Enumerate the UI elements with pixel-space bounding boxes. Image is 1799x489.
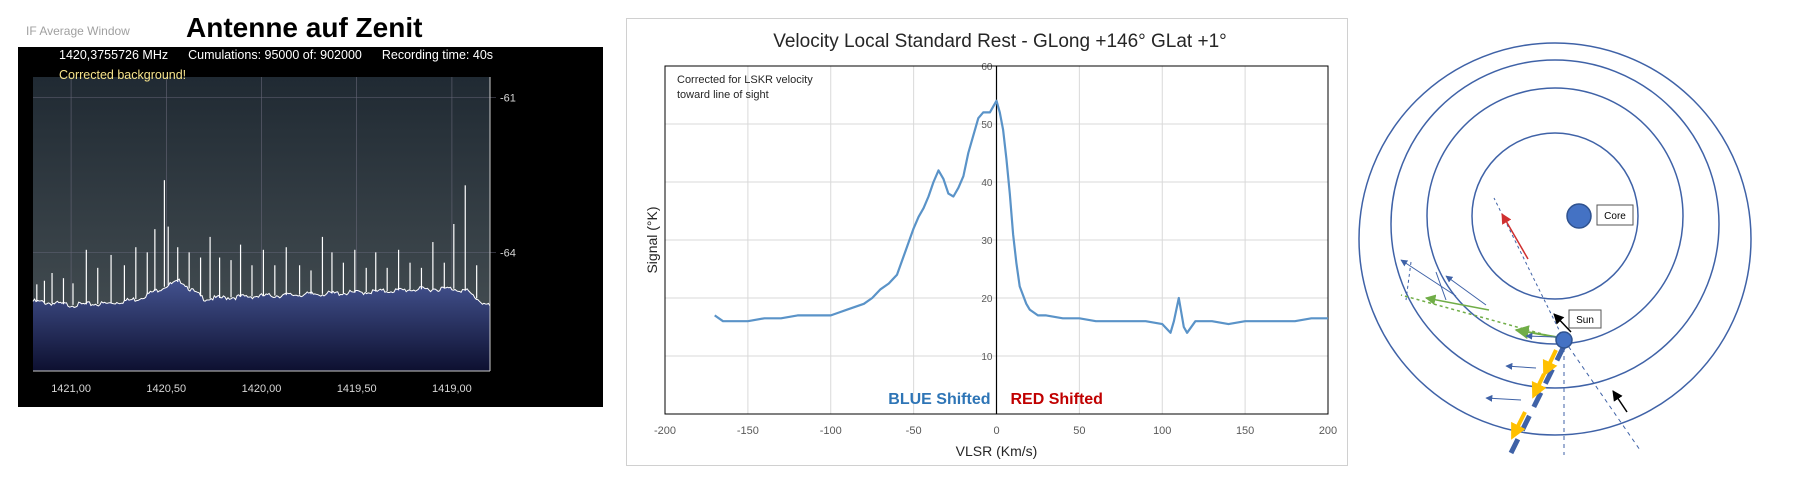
line-of-sight-thick [1508, 344, 1567, 455]
sdr-x-tick-label: 1419,50 [337, 383, 377, 395]
orbit-arrow-1b [1405, 261, 1412, 301]
green-arrow-near [1514, 325, 1557, 340]
frequency-readout: 1420,3755726 MHz [59, 48, 169, 62]
cumulations-readout: Cumulations: 95000 of: 902000 [188, 48, 362, 62]
sdr-x-tick-label: 1421,00 [51, 383, 91, 395]
x-tick-label: 100 [1153, 425, 1171, 437]
orbit-arrow-4 [1505, 362, 1537, 370]
orbit-arrow-1 [1400, 259, 1457, 297]
galaxy-diagram-panel: Core Sun [1356, 0, 1799, 489]
x-axis-label: VLSR (Km/s) [956, 443, 1038, 459]
y-tick-label: 30 [981, 236, 993, 247]
blue-shifted-label: BLUE Shifted [888, 391, 990, 408]
x-tick-label: 50 [1073, 425, 1085, 437]
main-title: Antenne auf Zenit [186, 12, 423, 43]
x-tick-label: 0 [993, 425, 999, 437]
core-label-box [1596, 204, 1634, 226]
sdr-x-tick-label: 1420,50 [146, 383, 186, 395]
orange-arrow-3 [1511, 411, 1527, 440]
sun-motion-arrow [1553, 313, 1572, 333]
sun-label-box [1568, 309, 1602, 329]
orbit-arrow-3 [1525, 332, 1557, 340]
x-tick-label: -200 [654, 425, 676, 437]
chart-annotation: toward line of sight [677, 89, 769, 101]
galaxy-diagram: Core Sun [1358, 42, 1752, 455]
orbit-arrow-2 [1445, 275, 1487, 306]
y-axis-label: Signal (°K) [644, 206, 660, 273]
x-tick-label: 150 [1236, 425, 1254, 437]
sun-marker [1555, 331, 1573, 349]
green-arrow-far [1424, 294, 1490, 311]
chart-title: Velocity Local Standard Rest - GLong +14… [773, 31, 1227, 52]
x-tick-label: -100 [820, 425, 842, 437]
y-tick-label: 10 [981, 352, 993, 363]
y-tick-label: 40 [981, 178, 993, 189]
red-shifted-label: RED Shifted [1011, 391, 1103, 408]
sdr-y-tick-label: -61 [500, 93, 516, 105]
sdr-x-tick-label: 1420,00 [242, 383, 282, 395]
x-tick-label: -50 [906, 425, 922, 437]
sdr-y-tick-label: -64 [500, 247, 516, 259]
if-average-window: 1421,00 1420,50 1420,00 1419,50 1419,00 -61 -6… [18, 47, 603, 407]
orbit-ring-3 [1390, 59, 1720, 389]
recording-time-readout: Recording time: 40s [381, 48, 494, 62]
orange-arrow-1 [1542, 349, 1558, 377]
galactic-core [1566, 203, 1592, 229]
y-tick-label: 50 [981, 120, 993, 131]
red-velocity-arrow [1501, 213, 1529, 260]
sdr-area-fill [33, 279, 490, 371]
orbit-arrow-2b [1435, 271, 1447, 301]
sun-label: Sun [1576, 315, 1594, 326]
core-label: Core [1604, 211, 1626, 222]
x-tick-label: -150 [737, 425, 759, 437]
orbit-arrow-5 [1485, 394, 1522, 402]
if-spectrum-chart: 1421,00 1420,50 1420,00 1419,50 1419,00 -61 -6… [32, 77, 516, 395]
window-title: IF Average Window [26, 24, 130, 38]
sdr-x-tick-label: 1419,00 [432, 383, 472, 395]
y-tick-label: 20 [981, 294, 993, 305]
orange-arrow-2 [1531, 373, 1547, 399]
line-of-sight-dotted [1493, 197, 1565, 341]
diagonal-dashed-line [1563, 339, 1641, 451]
sdr-info-line: 1420,3755726 MHz Cumulations: 95000 of: 9… [59, 48, 513, 62]
black-arrow-outer [1612, 390, 1628, 413]
x-tick-label: 200 [1319, 425, 1337, 437]
vlsr-chart: Velocity Local Standard Rest - GLong +14… [644, 31, 1337, 459]
sdr-panel: IF Average Window Antenne auf Zenit 1421… [0, 0, 620, 489]
orbit-ring-1 [1471, 132, 1639, 300]
chart-annotation: Corrected for LSKR velocity [677, 74, 813, 86]
y-tick-label: 60 [981, 62, 993, 73]
orbit-ring-4 [1358, 42, 1752, 436]
status-text: Corrected background! [59, 68, 187, 82]
sdr-trace [32, 278, 491, 308]
vlsr-chart-panel: Velocity Local Standard Rest - GLong +14… [626, 18, 1348, 466]
orbit-ring-2 [1426, 87, 1684, 345]
signal-series-line [714, 99, 1328, 334]
